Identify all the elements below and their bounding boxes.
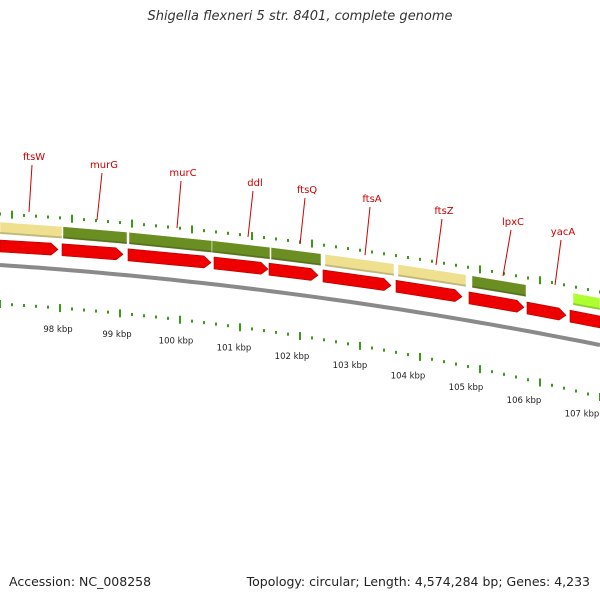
gene-label-yacA: yacA <box>551 227 576 238</box>
inner-tick-ring <box>0 300 600 401</box>
gene-callouts: ftsW murG murC ddl ftsQ ftsA ftsZ lpxC yacA <box>23 152 576 286</box>
outer-tick-ring <box>0 210 600 294</box>
gene-callout-line <box>176 180 182 229</box>
gene-bar-shade <box>0 232 62 239</box>
gene-bar-shade <box>398 274 466 287</box>
gene-callout-line <box>247 190 254 238</box>
gene-callout-line <box>502 229 512 277</box>
cds-arrow <box>526 301 567 321</box>
kbp-label: 102 kbp <box>275 352 310 362</box>
gene-label-ddl: ddl <box>247 178 262 189</box>
kbp-label: 99 kbp <box>102 330 131 340</box>
cds-arrow <box>569 309 600 329</box>
gene-label-ftsW: ftsW <box>23 152 45 163</box>
cds-arrow <box>213 256 269 275</box>
gene-label-ftsA: ftsA <box>362 194 381 205</box>
gene-label-lpxC: lpxC <box>502 217 524 228</box>
kbp-label: 104 kbp <box>391 372 426 382</box>
gene-bar-shade <box>573 303 600 310</box>
gene-callout-line <box>554 239 562 286</box>
gene-bar <box>324 253 395 277</box>
gene-label-murG: murG <box>90 160 118 171</box>
gene-label-ftsQ: ftsQ <box>297 185 317 196</box>
kbp-label: 101 kbp <box>217 343 252 353</box>
kbp-label: 100 kbp <box>159 336 194 346</box>
gene-bar <box>211 240 271 260</box>
cds-arrow <box>395 279 463 302</box>
cds-arrow <box>61 243 124 261</box>
gene-callout-line <box>435 218 443 266</box>
cds-arrow <box>127 248 212 269</box>
accession-label: Accession: NC_008258 <box>9 574 152 589</box>
cds-arrow-track <box>0 239 600 329</box>
gene-bar <box>0 221 63 239</box>
cds-arrow <box>322 269 392 291</box>
gene-bar-shade <box>271 257 321 266</box>
kbp-scale-labels: 98 kbp 99 kbp 100 kbp 101 kbp 102 kbp 103 kbp… <box>43 325 599 420</box>
gene-bar <box>397 264 467 288</box>
map-title: Shigella flexneri 5 str. 8401, complete … <box>147 9 453 24</box>
gene-label-ftsZ: ftsZ <box>434 206 453 217</box>
gene-bar <box>62 226 128 245</box>
gene-bar <box>471 275 527 298</box>
gene-callout-line <box>364 206 371 256</box>
kbp-label: 106 kbp <box>507 396 542 406</box>
gene-bar <box>270 247 322 266</box>
gene-bar <box>572 292 600 311</box>
gene-bar-shade <box>325 264 394 276</box>
gene-bar-track <box>0 221 600 311</box>
gene-bar-shade <box>472 285 526 297</box>
gene-callout-line <box>96 172 103 221</box>
kbp-label: 105 kbp <box>449 383 484 393</box>
gene-bar-shade <box>212 250 270 260</box>
gene-bar-shade <box>129 242 212 253</box>
kbp-label: 98 kbp <box>43 325 72 335</box>
gene-callout-line <box>299 197 306 245</box>
gene-label-murC: murC <box>169 168 196 179</box>
kbp-label: 103 kbp <box>333 361 368 371</box>
cds-arrow <box>0 239 59 256</box>
cds-arrow <box>268 262 319 281</box>
gene-bar-shade <box>63 236 127 245</box>
gene-callout-line <box>28 164 33 213</box>
genome-summary: Topology: circular; Length: 4,574,284 bp… <box>246 574 590 589</box>
cds-arrow <box>468 291 525 313</box>
genome-backbone <box>0 263 600 347</box>
kbp-label: 107 kbp <box>565 410 600 420</box>
